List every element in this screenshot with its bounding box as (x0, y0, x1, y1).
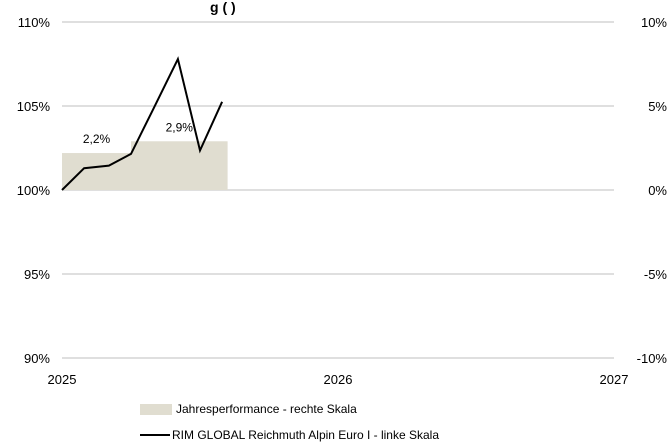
legend-bar-swatch (140, 403, 172, 415)
bar-data-label: 2,9% (166, 120, 194, 134)
legend-item-bars: Jahresperformance - rechte Skala (140, 402, 357, 416)
right-tick-label: 10% (641, 15, 667, 30)
left-tick-label: 100% (17, 183, 51, 198)
x-axis-ticks: 2025 2026 2027 (48, 372, 629, 387)
bar-series (62, 141, 228, 190)
legend-line-swatch (140, 434, 170, 436)
x-tick-label: 2026 (324, 372, 353, 387)
left-axis-ticks: 90% 95% 100% 105% 110% (17, 15, 51, 366)
left-tick-label: 95% (24, 267, 50, 282)
line-path (61, 56, 224, 191)
legend-bar-label: Jahresperformance - rechte Skala (176, 402, 357, 416)
bar (131, 141, 228, 190)
chart-title: g ( ) (210, 0, 236, 15)
x-tick-label: 2025 (48, 372, 77, 387)
left-tick-label: 90% (24, 351, 50, 366)
legend-line-label: RIM GLOBAL Reichmuth Alpin Euro I - link… (172, 428, 439, 442)
right-tick-label: -5% (644, 267, 668, 282)
legend-item-line: RIM GLOBAL Reichmuth Alpin Euro I - link… (140, 428, 439, 442)
left-tick-label: 110% (18, 15, 51, 30)
right-tick-label: 0% (648, 183, 667, 198)
bar-data-labels: 2,2% 2,9% (83, 120, 193, 146)
bar-data-label: 2,2% (83, 132, 111, 146)
right-tick-label: -10% (637, 351, 668, 366)
right-tick-label: 5% (648, 99, 667, 114)
right-axis-ticks: -10% -5% 0% 5% 10% (637, 15, 668, 366)
x-tick-label: 2027 (600, 372, 629, 387)
left-tick-label: 105% (17, 99, 51, 114)
line-series (61, 56, 224, 191)
